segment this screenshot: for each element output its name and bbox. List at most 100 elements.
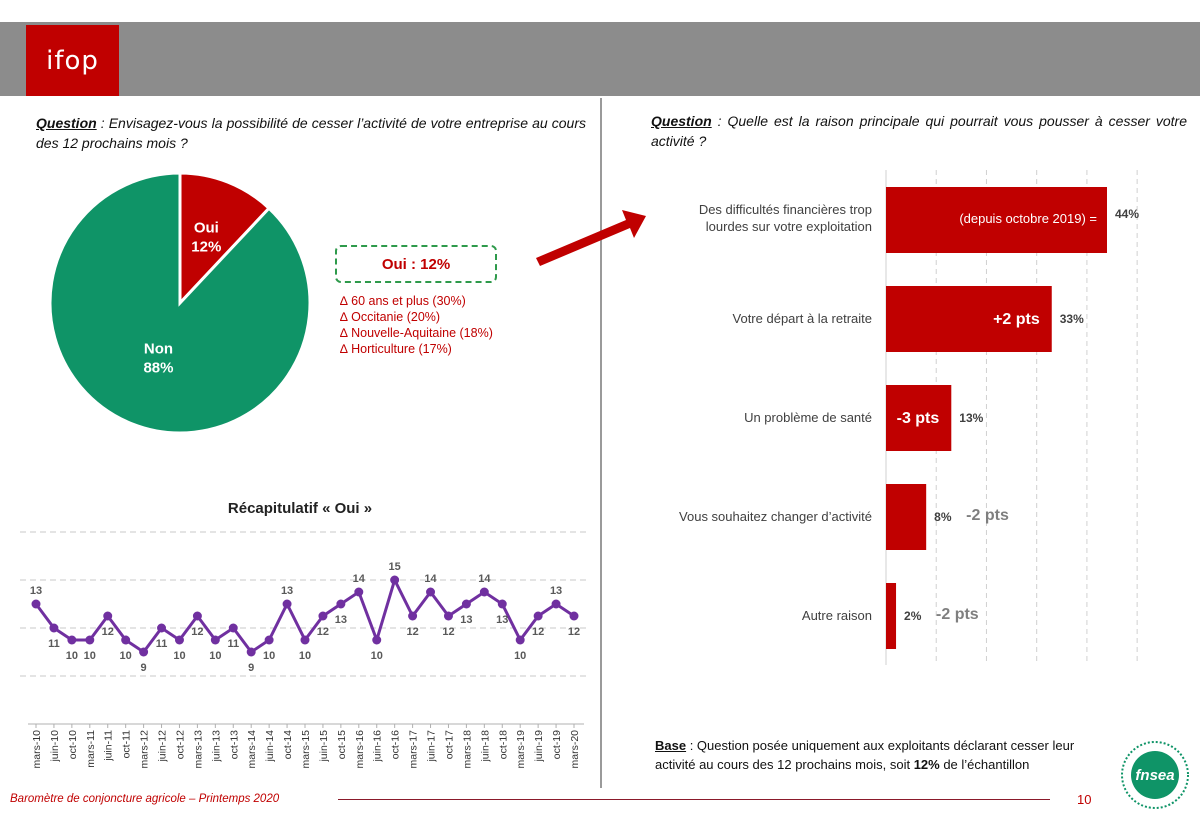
evolution-label: (depuis octobre 2019) = [959, 211, 1097, 226]
x-tick-label: mars-20 [569, 730, 581, 769]
data-point [479, 587, 489, 597]
category-label-line: Des difficultés financières trop [699, 202, 872, 217]
data-label: 10 [66, 650, 78, 662]
data-point [264, 635, 274, 645]
data-point [246, 647, 256, 657]
data-point [67, 635, 77, 645]
data-point [336, 599, 346, 609]
data-point [533, 611, 543, 621]
x-tick-label: juin-14 [264, 730, 276, 763]
data-label: 13 [496, 614, 508, 626]
data-point [569, 611, 579, 621]
x-tick-label: juin-15 [318, 730, 330, 763]
data-point [372, 635, 382, 645]
data-label: 13 [550, 585, 562, 597]
pie-slice-non [48, 171, 312, 435]
delta-list: ∆ 60 ans et plus (30%) ∆ Occitanie (20%)… [340, 293, 493, 357]
x-tick-label: juin-19 [533, 730, 545, 763]
x-tick-label: oct-14 [282, 730, 294, 759]
data-point [354, 587, 364, 597]
category-label: Autre raison [802, 608, 872, 623]
data-point [121, 635, 131, 645]
data-label: 12 [317, 626, 329, 638]
data-label: 10 [84, 650, 96, 662]
data-label: 10 [299, 650, 311, 662]
value-label: 13% [959, 411, 983, 425]
x-tick-label: mars-11 [85, 730, 97, 768]
x-tick-label: mars-13 [192, 730, 204, 769]
value-label: 2% [904, 609, 922, 623]
x-tick-label: mars-12 [139, 730, 151, 769]
data-point [461, 599, 471, 609]
data-label: 10 [514, 650, 526, 662]
data-point [85, 635, 95, 645]
x-tick-label: juin-10 [49, 730, 61, 763]
header-bar [0, 22, 1200, 96]
delta-item: ∆ Nouvelle-Aquitaine (18%) [340, 326, 493, 340]
data-label: 13 [460, 614, 472, 626]
data-point [228, 623, 238, 633]
data-label: 12 [442, 626, 454, 638]
bar-chart: Des difficultés financières trop lourdes … [679, 170, 1139, 665]
bar [886, 583, 897, 649]
data-point [300, 635, 310, 645]
data-point [103, 611, 113, 621]
category-label-line: lourdes sur votre exploitation [706, 219, 872, 234]
page-number: 10 [1077, 792, 1092, 807]
data-label: 12 [191, 626, 203, 638]
x-tick-label: mars-10 [31, 730, 43, 769]
x-tick-label: mars-19 [515, 730, 527, 769]
data-point [192, 611, 202, 621]
data-point [551, 599, 561, 609]
delta-item: ∆ 60 ans et plus (30%) [340, 294, 466, 308]
base-key: Base [655, 738, 687, 753]
pie-slice-oui [178, 171, 272, 307]
data-label: 11 [48, 638, 60, 650]
data-point [282, 599, 292, 609]
x-tick-label: mars-16 [354, 730, 366, 769]
data-label: 11 [156, 638, 168, 650]
arrow-icon [536, 210, 646, 266]
panel-divider [600, 98, 602, 788]
footer-rule [338, 799, 1050, 800]
x-tick-label: oct-15 [336, 730, 348, 759]
data-label: 10 [371, 650, 383, 662]
data-label: 12 [568, 626, 580, 638]
right-question-text: : Quelle est la raison principale qui po… [651, 113, 1187, 149]
right-question-key: Question [651, 113, 712, 129]
evolution-label: +2 pts [993, 311, 1040, 328]
category-label: Un problème de santé [744, 410, 872, 425]
x-tick-label: juin-16 [372, 730, 384, 763]
data-label: 12 [532, 626, 544, 638]
left-question: Question : Envisagez-vous la possibilité… [36, 113, 586, 153]
footer-title: Baromètre de conjoncture agricole – Prin… [10, 793, 280, 805]
delta-item: ∆ Occitanie (20%) [340, 310, 441, 324]
base-note: Base : Question posée uniquement aux exp… [655, 736, 1115, 774]
data-point [31, 599, 41, 609]
data-label: 13 [30, 585, 42, 597]
data-label: 9 [248, 662, 254, 674]
data-point [174, 635, 184, 645]
data-point [497, 599, 507, 609]
left-question-key: Question [36, 115, 97, 131]
x-tick-label: juin-13 [210, 730, 222, 763]
pie-label: Non [144, 340, 173, 357]
delta-item: ∆ Horticulture (17%) [340, 342, 452, 356]
base-text-end: de l’échantillon [939, 757, 1030, 772]
data-label: 13 [335, 614, 347, 626]
data-point [139, 647, 149, 657]
x-tick-label: mars-14 [246, 730, 258, 769]
data-point [318, 611, 328, 621]
data-point [443, 611, 453, 621]
x-tick-label: mars-15 [300, 730, 312, 769]
x-tick-label: oct-18 [497, 730, 509, 759]
data-label: 10 [120, 650, 132, 662]
oui-callout: Oui : 12% [335, 245, 497, 283]
pie-chart: Oui 12% Non 88% [48, 171, 312, 435]
bar [886, 187, 1107, 253]
data-label: 14 [478, 573, 491, 585]
data-label: 11 [227, 638, 239, 650]
data-label: 14 [424, 573, 437, 585]
data-label: 13 [281, 585, 293, 597]
x-tick-label: juin-17 [426, 730, 438, 763]
